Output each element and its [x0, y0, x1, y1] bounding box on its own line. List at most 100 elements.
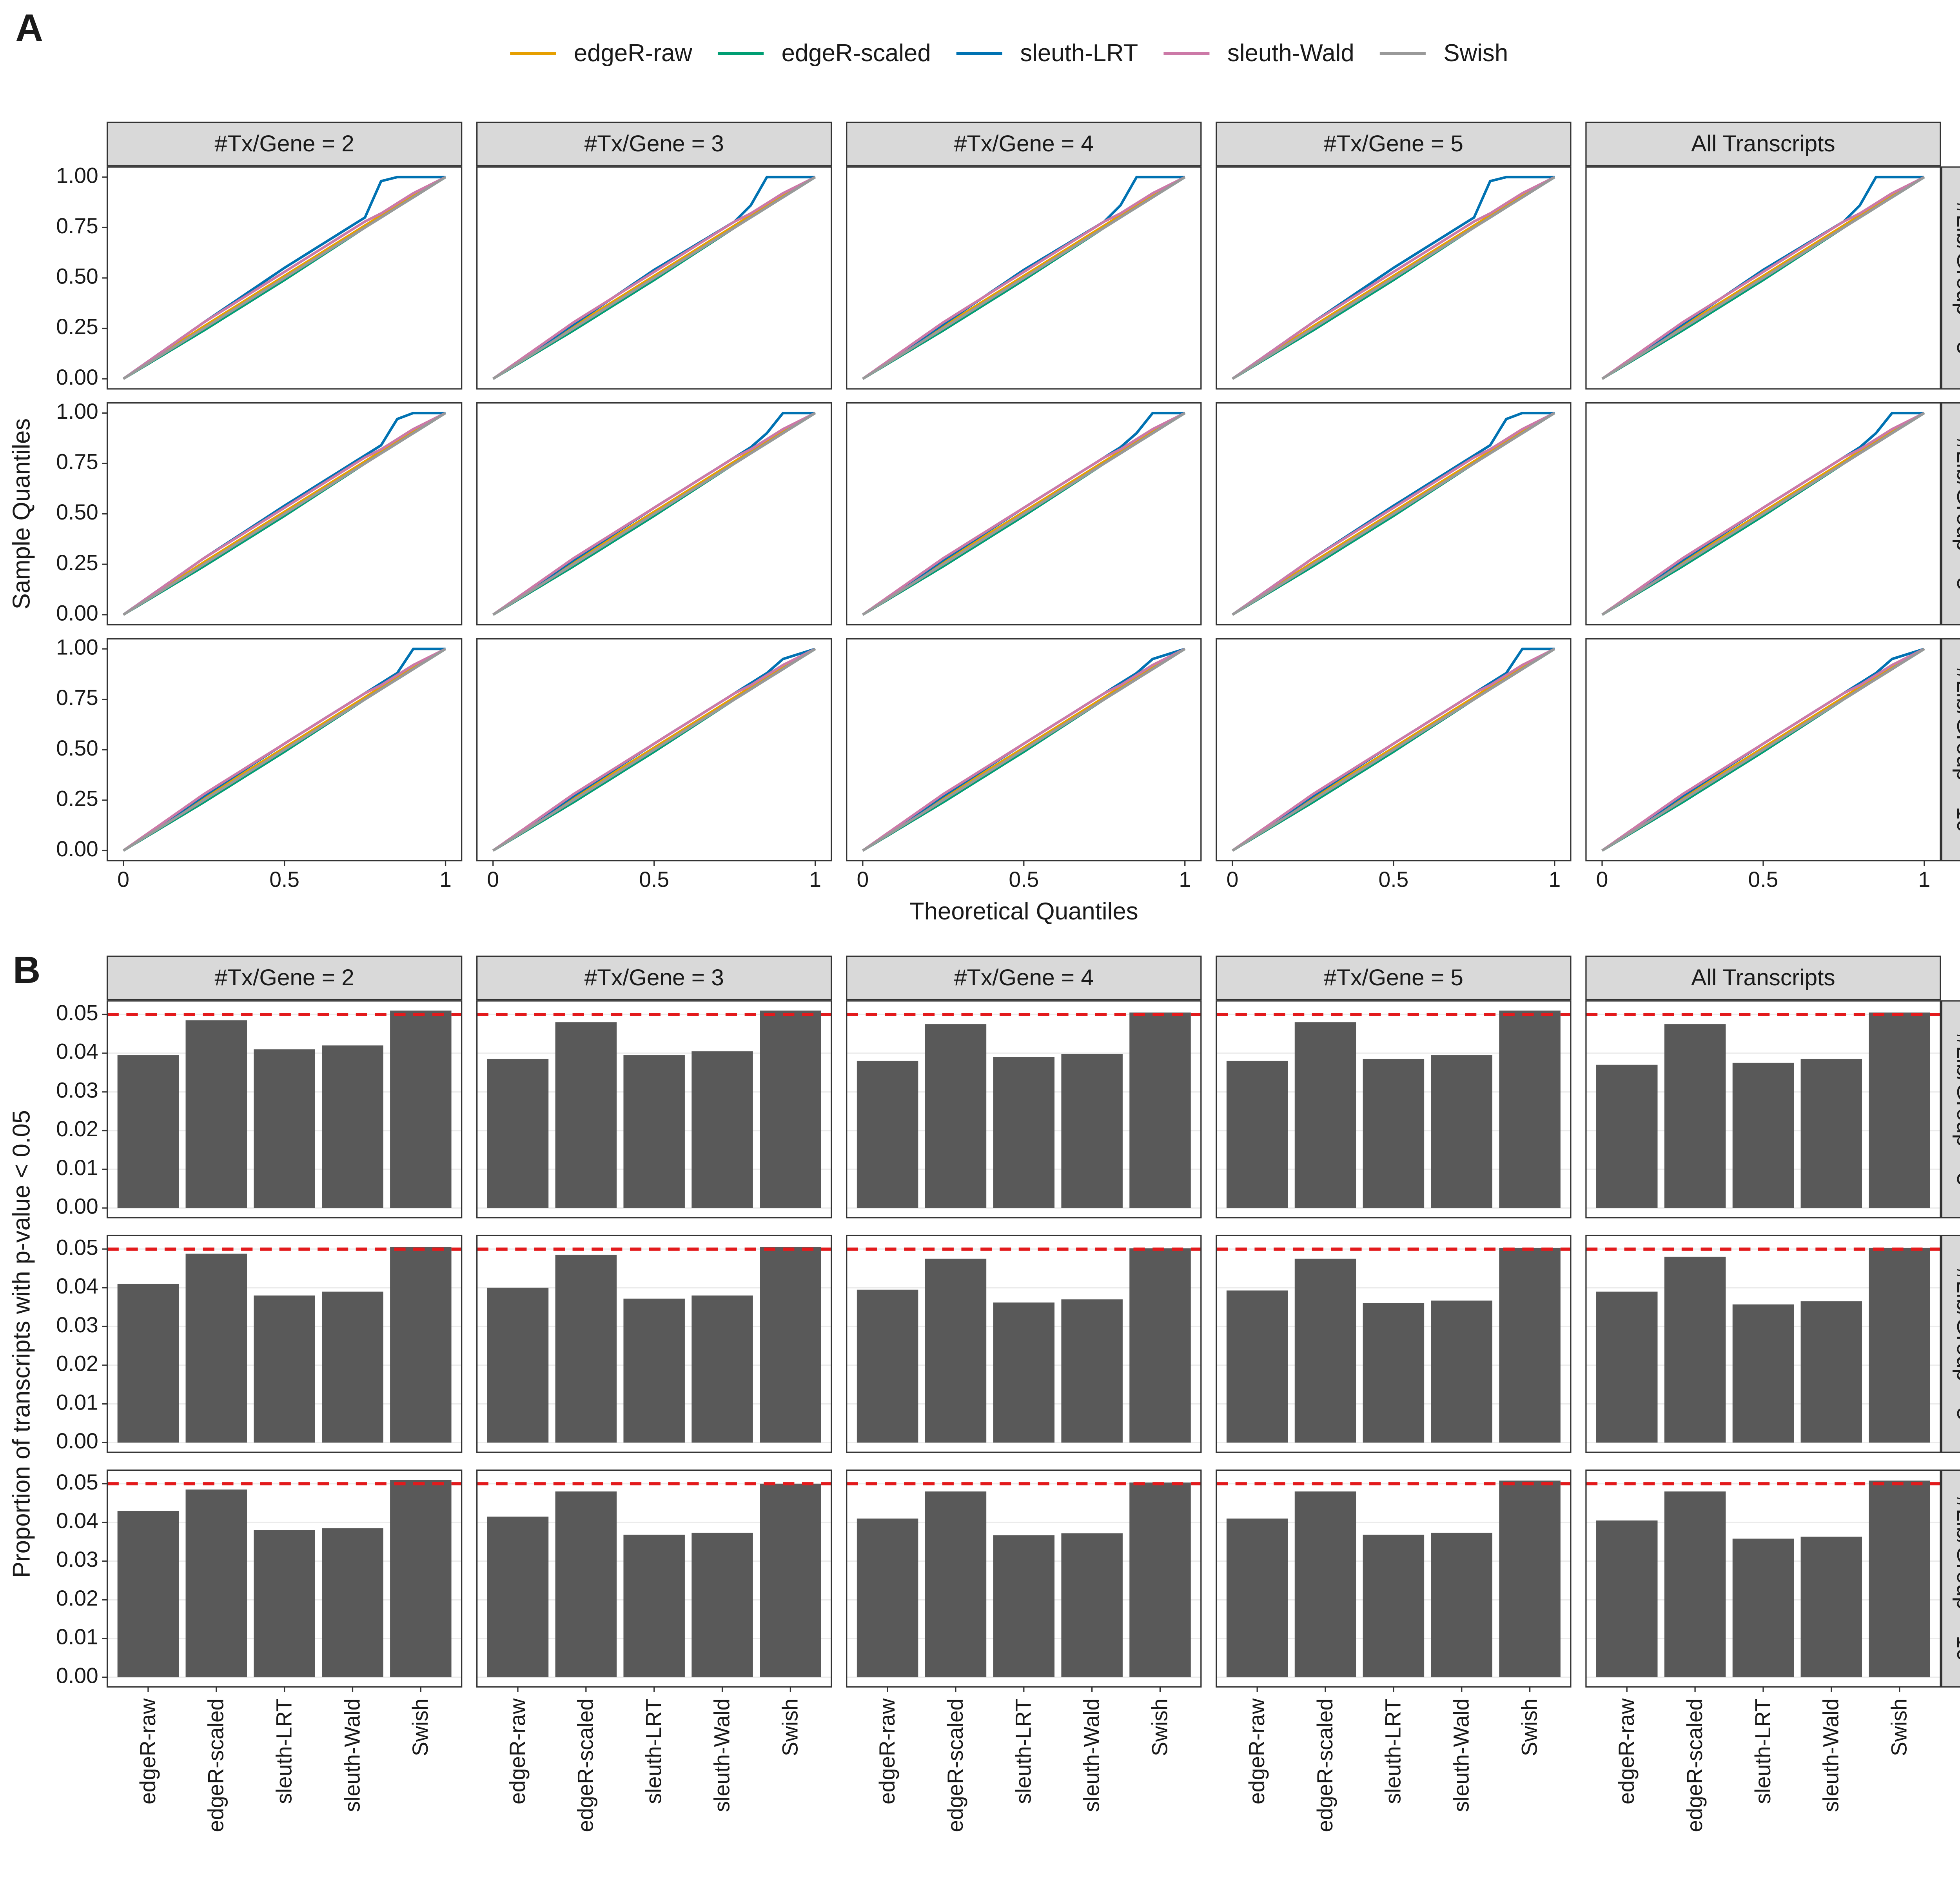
x-tick-label: edgeR-raw [505, 1698, 530, 1804]
bar [1226, 1518, 1288, 1677]
bar [555, 1491, 617, 1677]
qq-line [862, 176, 1186, 380]
bar [185, 1253, 247, 1443]
qq-line [1601, 648, 1925, 852]
x-tick-label: 0 [117, 867, 129, 892]
bar [487, 1517, 549, 1677]
x-tick-label: sleuth-LRT [642, 1699, 666, 1804]
bar [1363, 1535, 1425, 1677]
bar [760, 1247, 821, 1443]
qq-line [122, 412, 446, 616]
bar [1800, 1059, 1862, 1208]
x-tick-label: edgeR-scaled [204, 1699, 228, 1832]
bar [555, 1022, 617, 1208]
qq-line [1601, 648, 1925, 852]
panel-border [1585, 1000, 1941, 1219]
qq-line [492, 176, 816, 380]
qq-line [1601, 176, 1925, 380]
qq-line [1232, 176, 1555, 380]
qq-line [862, 412, 1186, 616]
y-tick-label: 0.00 [56, 365, 98, 389]
x-tick-label: 0.5 [1748, 867, 1779, 892]
legend-label: Swish [1443, 40, 1508, 67]
bar [1061, 1533, 1123, 1677]
x-tick-label: 1 [439, 867, 452, 892]
panel-border [1216, 1469, 1572, 1688]
bar [993, 1057, 1055, 1208]
qq-line [1601, 412, 1925, 616]
x-tick-label: edgeR-raw [136, 1698, 160, 1804]
bar [1431, 1533, 1492, 1677]
facet-label: All Transcripts [1691, 965, 1835, 990]
facet-label: #Lib/Group = 10 [1952, 1496, 1960, 1661]
bar [1431, 1055, 1492, 1208]
bar [1129, 1012, 1191, 1208]
panel-border [846, 1235, 1202, 1453]
facet-label: #Tx/Gene = 3 [584, 131, 724, 156]
x-tick-label: sleuth-LRT [272, 1699, 296, 1804]
qq-line [492, 176, 816, 380]
bar [390, 1010, 452, 1208]
bar [1869, 1481, 1930, 1677]
x-tick-label: edgeR-raw [1245, 1698, 1269, 1804]
bar [925, 1024, 987, 1208]
bar [1294, 1022, 1356, 1208]
panel-label: B [13, 948, 40, 991]
y-tick-label: 0.00 [56, 1194, 98, 1219]
qq-line [1601, 648, 1925, 852]
facet-strip [1941, 1469, 1960, 1688]
panel-border [846, 402, 1202, 626]
bar [1664, 1024, 1726, 1208]
panel-border [1585, 1235, 1941, 1453]
bar [1294, 1259, 1356, 1443]
bar [1596, 1520, 1658, 1677]
y-axis-title: Sample Quantiles [8, 418, 35, 610]
panel-border [476, 1000, 832, 1219]
x-tick-label: 0.5 [269, 867, 299, 892]
bar [185, 1020, 247, 1208]
y-tick-label: 0.02 [56, 1117, 98, 1141]
y-tick-label: 0.02 [56, 1586, 98, 1610]
facet-strip [476, 122, 832, 167]
bar [1664, 1491, 1726, 1677]
bar [390, 1247, 452, 1443]
legend-label: edgeR-raw [574, 40, 692, 67]
bar [760, 1484, 821, 1677]
bar [691, 1533, 753, 1677]
qq-line [1601, 412, 1925, 616]
bar [1431, 1301, 1492, 1443]
bar [117, 1284, 179, 1443]
facet-label: #Tx/Gene = 2 [215, 131, 354, 156]
bar [925, 1259, 987, 1443]
x-tick-label: edgeR-scaled [573, 1699, 598, 1832]
y-tick-label: 0.05 [56, 1001, 98, 1025]
qq-line [862, 648, 1186, 852]
bar [1226, 1061, 1288, 1208]
panel-border [846, 638, 1202, 861]
bar [691, 1051, 753, 1208]
bar [1129, 1482, 1191, 1677]
x-tick-label: 0 [1227, 867, 1239, 892]
facet-label: #Lib/Group = 3 [1952, 1033, 1960, 1186]
x-tick-label: 0 [487, 867, 499, 892]
bar [1363, 1303, 1425, 1443]
bar [390, 1480, 452, 1677]
x-tick-label: 1 [809, 867, 821, 892]
y-tick-label: 0.04 [56, 1274, 98, 1298]
bar [254, 1049, 315, 1208]
bar [1499, 1010, 1561, 1208]
panel-label: A [15, 6, 43, 49]
x-tick-label: Swish [778, 1699, 802, 1756]
bar [322, 1292, 383, 1443]
qq-line [122, 648, 446, 852]
y-tick-label: 0.25 [56, 314, 98, 339]
y-tick-label: 0.25 [56, 550, 98, 575]
bar [1294, 1491, 1356, 1677]
x-tick-label: sleuth-LRT [1011, 1699, 1036, 1804]
x-tick-label: Swish [1517, 1699, 1541, 1756]
legend-label: edgeR-scaled [782, 40, 931, 67]
panel-border [1585, 402, 1941, 626]
panel-border [846, 1000, 1202, 1219]
facet-strip [1941, 638, 1960, 861]
